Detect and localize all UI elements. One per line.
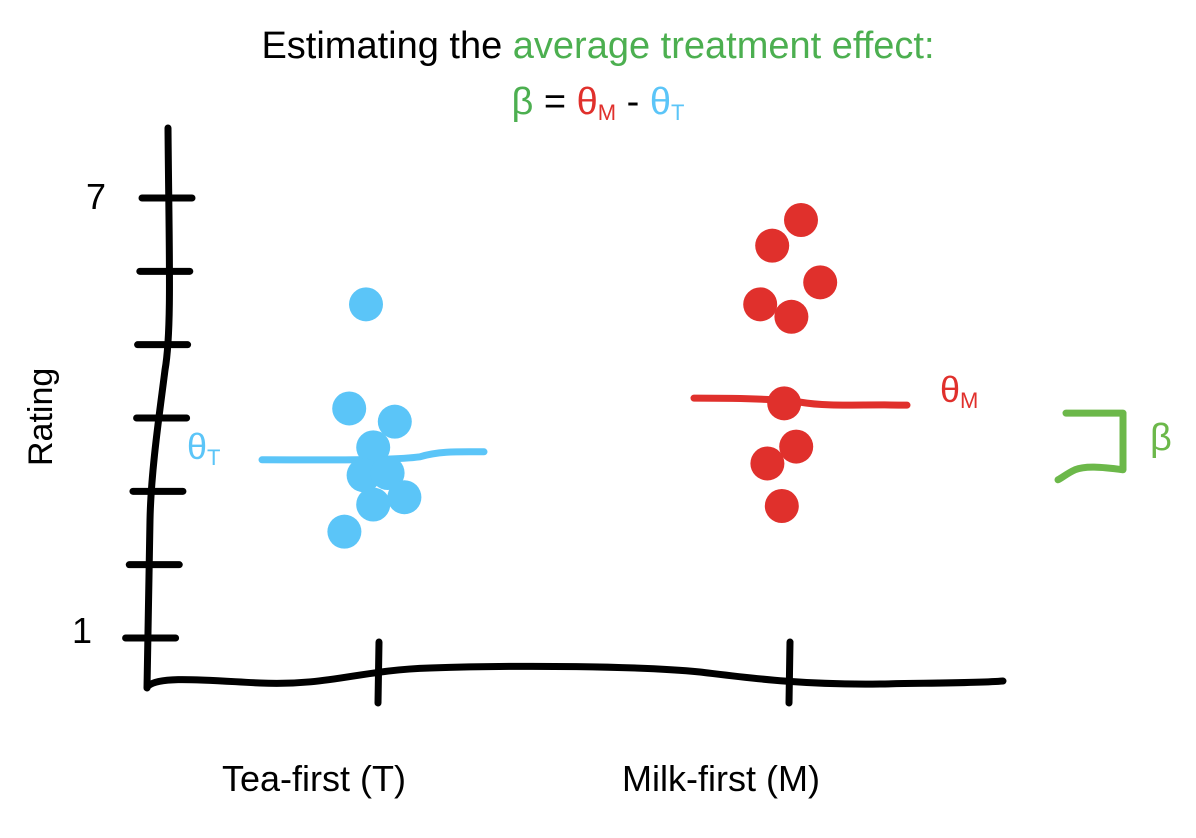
point-tea-8 — [327, 514, 362, 549]
point-milk-3 — [743, 287, 778, 322]
point-tea-0 — [349, 287, 383, 322]
point-tea-6 — [387, 480, 422, 515]
point-milk-2 — [803, 265, 838, 300]
point-tea-5 — [370, 456, 405, 490]
point-tea-1 — [332, 391, 367, 426]
title-prefix: Estimating the — [261, 25, 513, 67]
y-tick-label-7: 7 — [86, 176, 107, 217]
point-milk-6 — [779, 429, 814, 464]
y-tick-label-1: 1 — [72, 610, 93, 651]
x-axis-line — [144, 662, 1007, 690]
formula-beta: β — [511, 81, 534, 123]
chart-title: Estimating the average treatment effect: — [0, 24, 1196, 68]
chart-formula: β = θM - θT — [0, 80, 1196, 135]
x-ticks — [374, 638, 794, 707]
point-tea-2 — [377, 404, 412, 439]
x-tick-1 — [785, 638, 794, 707]
axes — [122, 124, 1007, 707]
point-milk-0 — [784, 203, 818, 237]
effect-label: β — [1150, 417, 1172, 460]
point-milk-4 — [774, 299, 809, 334]
title-highlight: average treatment effect: — [512, 25, 935, 67]
point-milk-1 — [755, 228, 790, 263]
formula-theta-t: θT — [649, 81, 685, 125]
mean-label-milk: θM — [940, 369, 979, 414]
point-tea-3 — [356, 430, 391, 465]
y-ticks — [122, 194, 196, 642]
mean-line-tea — [258, 448, 488, 464]
effect-bracket — [1054, 409, 1127, 484]
mean-label-tea: θT — [187, 425, 221, 470]
formula-theta-m: θM — [576, 81, 617, 125]
point-milk-5 — [767, 386, 802, 421]
point-tea-7 — [356, 487, 391, 522]
x-tick-label-tea-first: Tea-first (T) — [222, 758, 406, 799]
y-axis-line — [143, 124, 173, 692]
formula-minus: - — [616, 81, 650, 123]
point-milk-8 — [764, 489, 799, 523]
point-milk-7 — [750, 446, 785, 481]
data-points — [327, 203, 838, 549]
x-tick-0 — [374, 638, 383, 707]
formula-equals: = — [533, 81, 577, 123]
x-tick-label-milk-first: Milk-first (M) — [622, 758, 820, 799]
